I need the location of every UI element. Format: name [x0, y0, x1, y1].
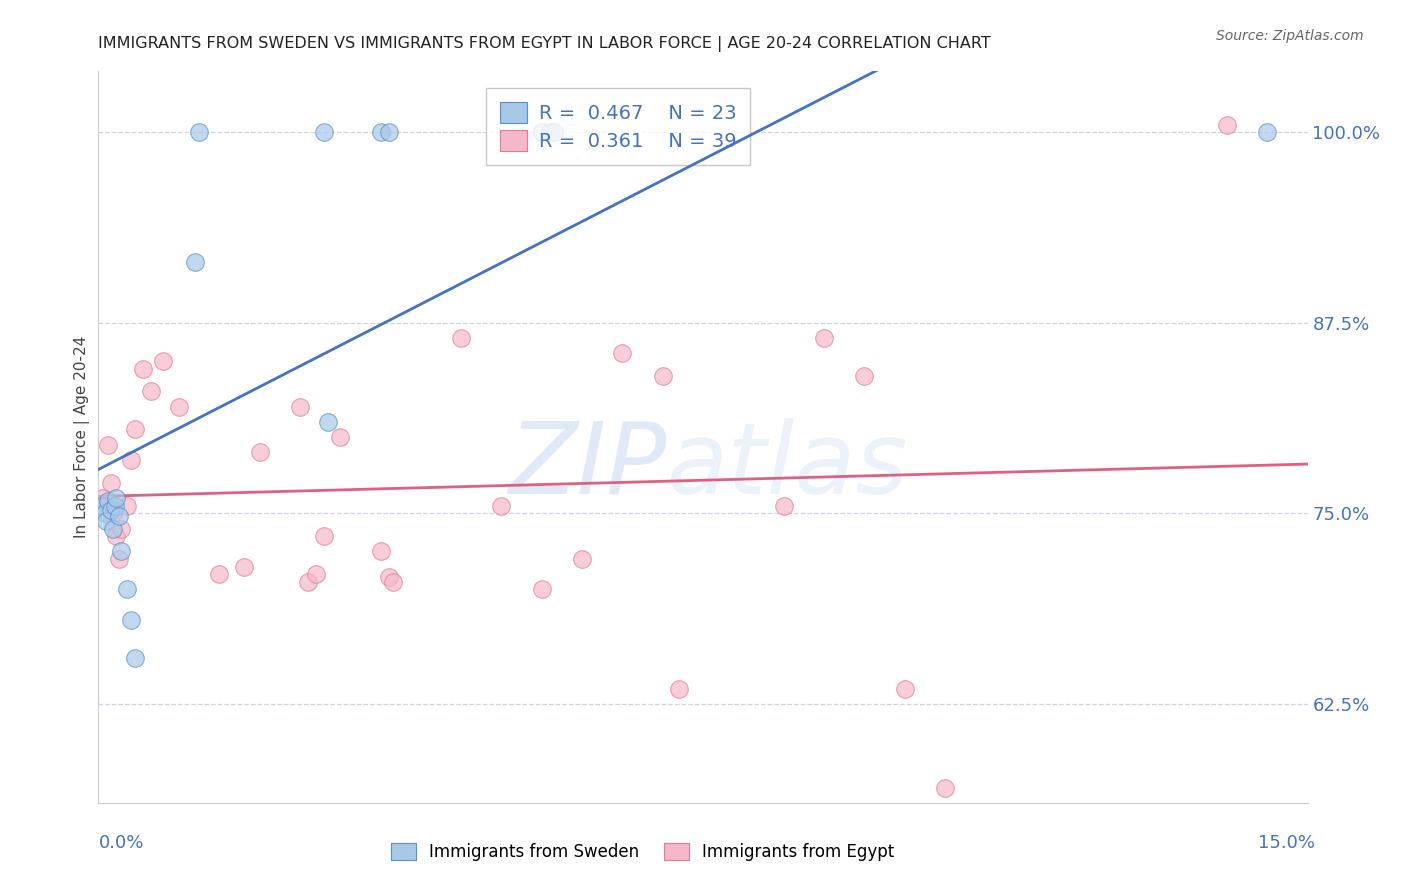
Point	[91, 499, 114, 513]
Point	[305, 567, 328, 582]
Point	[105, 529, 128, 543]
Point	[668, 681, 690, 696]
Point	[132, 361, 155, 376]
Point	[124, 651, 146, 665]
Point	[107, 552, 129, 566]
Point	[124, 422, 146, 436]
Point	[314, 125, 336, 139]
Point	[288, 400, 311, 414]
Point	[105, 491, 128, 505]
Point	[329, 430, 352, 444]
Point	[110, 544, 132, 558]
Point	[381, 574, 404, 589]
Point	[120, 613, 142, 627]
Point	[853, 369, 876, 384]
Point	[152, 354, 174, 368]
Point	[208, 567, 231, 582]
Point	[538, 125, 561, 139]
Point	[297, 574, 319, 589]
Text: Source: ZipAtlas.com: Source: ZipAtlas.com	[1216, 29, 1364, 43]
Point	[100, 475, 122, 490]
Point	[120, 453, 142, 467]
Legend: R =  0.467    N = 23, R =  0.361    N = 39: R = 0.467 N = 23, R = 0.361 N = 39	[486, 88, 751, 165]
Point	[651, 369, 673, 384]
Text: atlas: atlas	[666, 417, 908, 515]
Point	[1216, 118, 1239, 132]
Point	[571, 552, 593, 566]
Point	[115, 499, 138, 513]
Point	[314, 529, 336, 543]
Point	[232, 559, 254, 574]
Point	[96, 514, 118, 528]
Point	[97, 438, 120, 452]
Point	[316, 415, 339, 429]
Point	[249, 445, 271, 459]
Point	[612, 346, 634, 360]
Point	[934, 780, 956, 795]
Point	[107, 509, 129, 524]
Point	[450, 331, 472, 345]
Point	[188, 125, 211, 139]
Point	[530, 125, 553, 139]
Point	[184, 255, 207, 269]
Point	[1256, 125, 1278, 139]
Point	[139, 384, 162, 399]
Y-axis label: In Labor Force | Age 20-24: In Labor Force | Age 20-24	[75, 336, 90, 538]
Point	[91, 491, 114, 505]
Point	[377, 570, 399, 584]
Point	[101, 506, 124, 520]
Point	[543, 125, 565, 139]
Text: 15.0%: 15.0%	[1257, 834, 1315, 852]
Point	[370, 125, 392, 139]
Point	[370, 544, 392, 558]
Point	[167, 400, 190, 414]
Text: ZIP: ZIP	[509, 417, 666, 515]
Point	[530, 582, 553, 597]
Text: 0.0%: 0.0%	[98, 834, 143, 852]
Point	[813, 331, 835, 345]
Point	[94, 506, 117, 520]
Point	[772, 499, 794, 513]
Point	[377, 125, 399, 139]
Point	[100, 503, 122, 517]
Point	[97, 494, 120, 508]
Point	[94, 499, 117, 513]
Point	[115, 582, 138, 597]
Point	[491, 499, 513, 513]
Point	[103, 499, 125, 513]
Text: IMMIGRANTS FROM SWEDEN VS IMMIGRANTS FROM EGYPT IN LABOR FORCE | AGE 20-24 CORRE: IMMIGRANTS FROM SWEDEN VS IMMIGRANTS FRO…	[98, 36, 991, 52]
Point	[893, 681, 915, 696]
Point	[101, 521, 124, 535]
Point	[110, 521, 132, 535]
